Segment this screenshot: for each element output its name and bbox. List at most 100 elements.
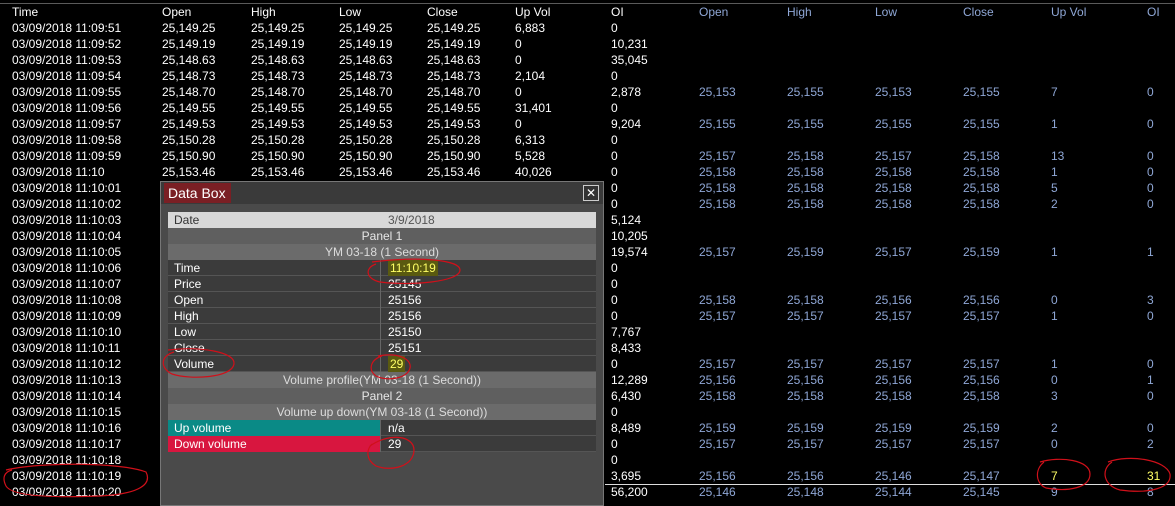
- table-row[interactable]: 03/09/2018 11:10:09 0 25,157 25,157 25,157 25…: [0, 308, 1175, 324]
- table-row[interactable]: 03/09/2018 11:09:56 25,149.55 25,149.55 25,…: [0, 100, 1175, 116]
- table-row[interactable]: 03/09/2018 11:09:52 25,149.19 25,149.19 25,…: [0, 36, 1175, 52]
- cell-right-close: 25,155: [963, 117, 1000, 131]
- field-label: Time: [174, 261, 201, 275]
- table-row[interactable]: 03/09/2018 11:10:14 6,430 25,158 25,158 25,1…: [0, 388, 1175, 404]
- table-row[interactable]: 03/09/2018 11:10:16 8,489 25,159 25,159 25,1…: [0, 420, 1175, 436]
- table-row[interactable]: 03/09/2018 11:09:58 25,150.28 25,150.28 25,…: [0, 132, 1175, 148]
- field-label: Low: [174, 325, 197, 339]
- table-row[interactable]: 03/09/2018 11:10:06 0: [0, 260, 1175, 276]
- table-row[interactable]: 03/09/2018 11:09:59 25,150.90 25,150.90 25,…: [0, 148, 1175, 164]
- cell-up-vol: 0: [515, 117, 522, 131]
- table-row[interactable]: 03/09/2018 11:10:03 5,124: [0, 212, 1175, 228]
- table-row[interactable]: 03/09/2018 11:10:18 0: [0, 452, 1175, 468]
- cell-right-oi: 0: [1147, 389, 1154, 403]
- date-value: 3/9/2018: [388, 213, 435, 227]
- cell-oi: 0: [611, 21, 618, 35]
- data-box-title-bar[interactable]: Data Box ✕: [161, 182, 603, 204]
- cell-right-low: 25,157: [875, 245, 912, 259]
- table-row[interactable]: 03/09/2018 11:10:15 0: [0, 404, 1175, 420]
- cell-close: 25,153.46: [427, 165, 481, 179]
- cell-time: 03/09/2018 11:10:11: [12, 341, 121, 355]
- volume-profile-header: Volume profile(YM 03-18 (1 Second)): [168, 372, 596, 388]
- field-value: 25145: [388, 277, 422, 291]
- cell-oi: 12,289: [611, 373, 648, 387]
- cell-right-high: 25,158: [787, 181, 824, 195]
- field-value: 25156: [388, 293, 422, 307]
- table-row[interactable]: 03/09/2018 11:09:51 25,149.25 25,149.25 25,…: [0, 20, 1175, 36]
- header-right-open[interactable]: Open: [699, 5, 729, 19]
- table-row[interactable]: 03/09/2018 11:10:13 12,289 25,156 25,156 25,…: [0, 372, 1175, 388]
- cell-right-oi: 8: [1147, 485, 1154, 499]
- cell-right-open: 25,158: [699, 389, 736, 403]
- cell-time: 03/09/2018 11:10:09: [12, 309, 122, 323]
- table-row[interactable]: 03/09/2018 11:10:07 0: [0, 276, 1175, 292]
- cell-up-vol: 0: [515, 37, 522, 51]
- cell-up-vol: 31,401: [515, 101, 552, 115]
- data-box-window[interactable]: Data Box ✕ Date 3/9/2018 Panel 1 YM 03-1…: [160, 181, 604, 506]
- cell-right-oi: 3: [1147, 293, 1154, 307]
- cell-right-up-vol: 1: [1051, 117, 1058, 131]
- table-row[interactable]: 03/09/2018 11:10:01 0 25,158 25,158 25,158 25…: [0, 180, 1175, 196]
- cell-right-close: 25,145: [963, 485, 1000, 499]
- header-close[interactable]: Close: [427, 5, 458, 19]
- table-row[interactable]: 03/09/2018 11:09:54 25,148.73 25,148.73 25,…: [0, 68, 1175, 84]
- cell-right-oi: 0: [1147, 421, 1154, 435]
- cell-right-oi: 0: [1147, 357, 1154, 371]
- table-row[interactable]: 03/09/2018 11:09:53 25,148.63 25,148.63 25,…: [0, 52, 1175, 68]
- table-row[interactable]: 03/09/2018 11:10:05 19,574 25,157 25,159 25,…: [0, 244, 1175, 260]
- header-right-close[interactable]: Close: [963, 5, 994, 19]
- table-row[interactable]: 03/09/2018 11:10:17 0 25,157 25,157 25,157 25…: [0, 436, 1175, 452]
- data-box-field-open: Open 25156: [168, 292, 596, 308]
- cell-up-vol: 2,104: [515, 69, 546, 83]
- header-high[interactable]: High: [251, 5, 276, 19]
- table-row[interactable]: 03/09/2018 11:10:11 8,433: [0, 340, 1175, 356]
- cell-right-up-vol: 0: [1051, 437, 1058, 451]
- cell-time: 03/09/2018 11:10:08: [12, 293, 122, 307]
- header-oi[interactable]: OI: [611, 5, 624, 19]
- table-row[interactable]: 03/09/2018 11:10:12 0 25,157 25,157 25,157 25…: [0, 356, 1175, 372]
- cell-right-high: 25,156: [787, 373, 824, 387]
- field-value: 25151: [388, 341, 422, 355]
- table-row[interactable]: 03/09/2018 11:10:04 10,205: [0, 228, 1175, 244]
- cell-time: 03/09/2018 11:09:51: [12, 21, 122, 35]
- cell-oi: 0: [611, 437, 618, 451]
- table-row[interactable]: 03/09/2018 11:09:55 25,148.70 25,148.70 25,…: [0, 84, 1175, 100]
- close-icon[interactable]: ✕: [583, 185, 599, 201]
- cell-time: 03/09/2018 11:09:54: [12, 69, 122, 83]
- cell-right-oi: 1: [1147, 245, 1154, 259]
- cell-right-up-vol: 1: [1051, 309, 1058, 323]
- cell-close: 25,149.25: [427, 21, 481, 35]
- header-right-low[interactable]: Low: [875, 5, 898, 19]
- field-value: 11:10:19: [388, 260, 438, 276]
- cell-time: 03/09/2018 11:10:13: [12, 373, 122, 387]
- header-time[interactable]: Time: [12, 5, 39, 19]
- cell-right-close: 25,156: [963, 373, 1000, 387]
- cell-time: 03/09/2018 11:10: [12, 165, 105, 179]
- cell-oi: 0: [611, 101, 618, 115]
- header-right-up-vol[interactable]: Up Vol: [1051, 5, 1087, 19]
- cell-oi: 0: [611, 357, 618, 371]
- cell-close: 25,148.73: [427, 69, 481, 83]
- cell-time: 03/09/2018 11:09:57: [12, 117, 122, 131]
- table-row[interactable]: 03/09/2018 11:10:08 0 25,158 25,158 25,156 25…: [0, 292, 1175, 308]
- cell-close: 25,149.53: [427, 117, 481, 131]
- cell-right-low: 25,158: [875, 197, 912, 211]
- table-row[interactable]: 03/09/2018 11:10 25,153.46 25,153.46 25,153…: [0, 164, 1175, 180]
- table-row[interactable]: 03/09/2018 11:10:10 7,767: [0, 324, 1175, 340]
- data-box-body: Date 3/9/2018 Panel 1 YM 03-18 (1 Second…: [168, 212, 596, 452]
- cell-right-close: 25,158: [963, 149, 1000, 163]
- table-row[interactable]: 03/09/2018 11:10:02 0 25,158 25,158 25,158 25…: [0, 196, 1175, 212]
- header-right-high[interactable]: High: [787, 5, 812, 19]
- header-open[interactable]: Open: [162, 5, 192, 19]
- cell-high: 25,150.90: [251, 149, 305, 163]
- cell-time: 03/09/2018 11:10:20: [12, 485, 122, 499]
- cell-time: 03/09/2018 11:10:15: [12, 405, 122, 419]
- header-low[interactable]: Low: [339, 5, 362, 19]
- cell-low: 25,149.53: [339, 117, 393, 131]
- cell-right-up-vol: 1: [1051, 245, 1058, 259]
- header-right-oi[interactable]: OI: [1147, 5, 1160, 19]
- cell-right-open: 25,146: [699, 485, 736, 499]
- cell-oi: 0: [611, 149, 618, 163]
- table-row[interactable]: 03/09/2018 11:09:57 25,149.53 25,149.53 25,…: [0, 116, 1175, 132]
- header-up-vol[interactable]: Up Vol: [515, 5, 551, 19]
